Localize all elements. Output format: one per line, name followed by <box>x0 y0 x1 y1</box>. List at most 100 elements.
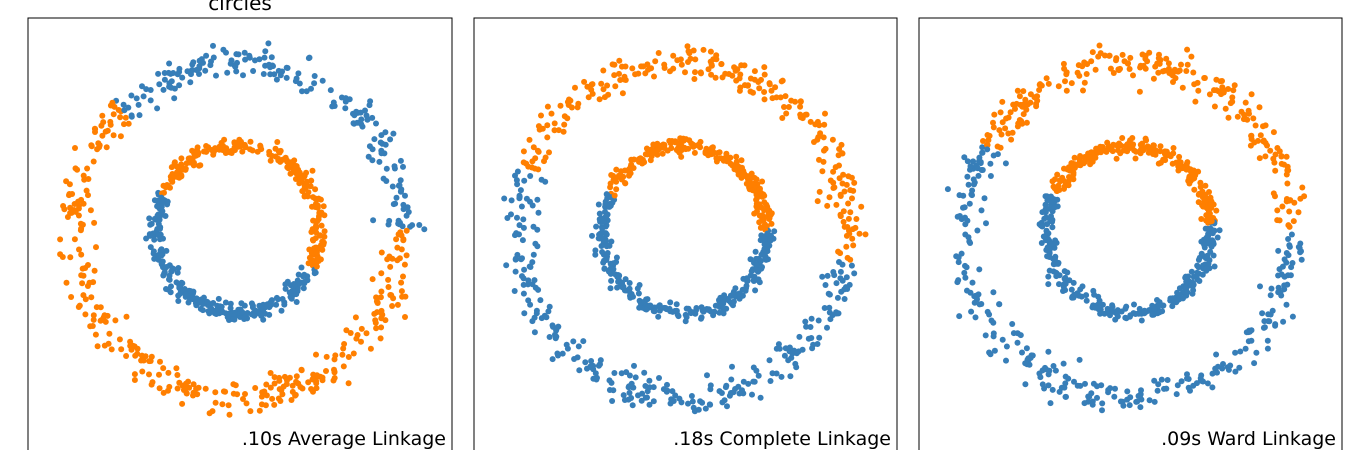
point-cluster-0 <box>669 388 676 395</box>
point-cluster-1 <box>778 78 785 85</box>
point-cluster-0 <box>207 62 214 69</box>
point-cluster-0 <box>1203 265 1210 272</box>
point-cluster-0 <box>166 276 173 283</box>
point-cluster-1 <box>1175 167 1182 174</box>
point-cluster-0 <box>373 120 379 127</box>
point-cluster-0 <box>383 178 390 184</box>
point-cluster-0 <box>991 347 998 354</box>
point-cluster-1 <box>314 255 321 261</box>
point-cluster-0 <box>700 308 707 315</box>
point-cluster-1 <box>95 140 102 147</box>
point-cluster-0 <box>241 302 248 309</box>
point-cluster-1 <box>139 368 146 375</box>
point-cluster-1 <box>740 172 747 179</box>
point-cluster-1 <box>705 66 712 73</box>
point-cluster-1 <box>684 43 691 50</box>
point-cluster-1 <box>856 230 863 237</box>
point-cluster-1 <box>1155 160 1162 167</box>
point-cluster-1 <box>1170 79 1176 85</box>
point-cluster-0 <box>1174 297 1181 303</box>
point-cluster-1 <box>635 70 642 77</box>
point-cluster-1 <box>313 351 319 358</box>
point-cluster-1 <box>1211 87 1217 94</box>
point-cluster-0 <box>265 40 272 47</box>
point-cluster-0 <box>691 408 698 415</box>
point-cluster-1 <box>1016 93 1023 100</box>
point-cluster-0 <box>1047 400 1054 407</box>
point-cluster-0 <box>224 69 231 76</box>
point-cluster-1 <box>707 148 714 155</box>
point-cluster-0 <box>151 255 158 262</box>
point-cluster-1 <box>1127 54 1134 61</box>
point-cluster-0 <box>1042 234 1049 241</box>
point-cluster-0 <box>705 307 712 313</box>
point-cluster-0 <box>534 196 541 203</box>
point-cluster-0 <box>1155 381 1162 388</box>
point-cluster-0 <box>1041 215 1048 222</box>
point-cluster-1 <box>331 366 337 373</box>
point-cluster-1 <box>165 369 172 376</box>
point-cluster-1 <box>202 385 209 392</box>
point-cluster-1 <box>529 158 536 165</box>
point-cluster-0 <box>1050 196 1057 203</box>
point-cluster-1 <box>89 323 96 329</box>
point-cluster-1 <box>1062 78 1068 85</box>
point-cluster-0 <box>816 334 823 341</box>
point-cluster-0 <box>240 72 246 79</box>
point-cluster-1 <box>1070 169 1077 176</box>
point-cluster-0 <box>1211 263 1218 270</box>
point-cluster-1 <box>157 358 163 365</box>
point-cluster-1 <box>622 77 629 83</box>
point-cluster-0 <box>1204 252 1211 259</box>
point-cluster-0 <box>537 297 544 304</box>
point-cluster-0 <box>158 246 165 253</box>
point-cluster-0 <box>834 294 841 301</box>
point-cluster-1 <box>531 165 538 172</box>
point-cluster-0 <box>383 165 390 172</box>
point-cluster-1 <box>103 144 110 151</box>
point-cluster-0 <box>521 266 528 273</box>
point-cluster-0 <box>987 173 994 179</box>
point-cluster-0 <box>1285 236 1292 242</box>
point-cluster-1 <box>1242 99 1249 106</box>
point-cluster-1 <box>309 167 316 174</box>
point-cluster-1 <box>148 381 155 388</box>
point-cluster-1 <box>1020 111 1027 118</box>
point-cluster-1 <box>756 212 763 219</box>
point-cluster-0 <box>516 222 523 229</box>
point-cluster-0 <box>369 146 376 153</box>
point-cluster-1 <box>67 254 74 261</box>
point-cluster-0 <box>160 272 167 279</box>
point-cluster-1 <box>231 139 238 146</box>
point-cluster-0 <box>1123 315 1130 322</box>
point-cluster-0 <box>1073 291 1079 298</box>
point-cluster-1 <box>769 95 776 102</box>
point-cluster-0 <box>303 88 310 95</box>
point-cluster-1 <box>305 379 312 386</box>
point-cluster-1 <box>1054 171 1061 178</box>
point-cluster-0 <box>220 46 227 53</box>
point-cluster-1 <box>816 122 823 129</box>
point-cluster-0 <box>1161 385 1167 392</box>
point-cluster-1 <box>1027 99 1034 106</box>
point-cluster-0 <box>182 291 189 298</box>
point-cluster-1 <box>1157 148 1164 155</box>
point-cluster-1 <box>1138 146 1145 153</box>
point-cluster-0 <box>1137 392 1144 399</box>
point-cluster-1 <box>713 158 720 165</box>
point-cluster-1 <box>293 373 300 380</box>
point-cluster-0 <box>521 310 528 317</box>
point-cluster-1 <box>862 231 869 238</box>
point-cluster-1 <box>544 134 551 141</box>
point-cluster-1 <box>252 385 259 391</box>
point-cluster-0 <box>953 253 960 260</box>
point-cluster-1 <box>1118 142 1124 149</box>
point-cluster-1 <box>1140 62 1147 69</box>
point-cluster-0 <box>160 86 167 93</box>
point-cluster-1 <box>74 166 81 173</box>
point-cluster-0 <box>1278 271 1285 278</box>
point-cluster-0 <box>358 116 365 123</box>
point-cluster-0 <box>164 198 171 205</box>
point-cluster-0 <box>521 177 528 184</box>
point-cluster-0 <box>147 97 154 104</box>
